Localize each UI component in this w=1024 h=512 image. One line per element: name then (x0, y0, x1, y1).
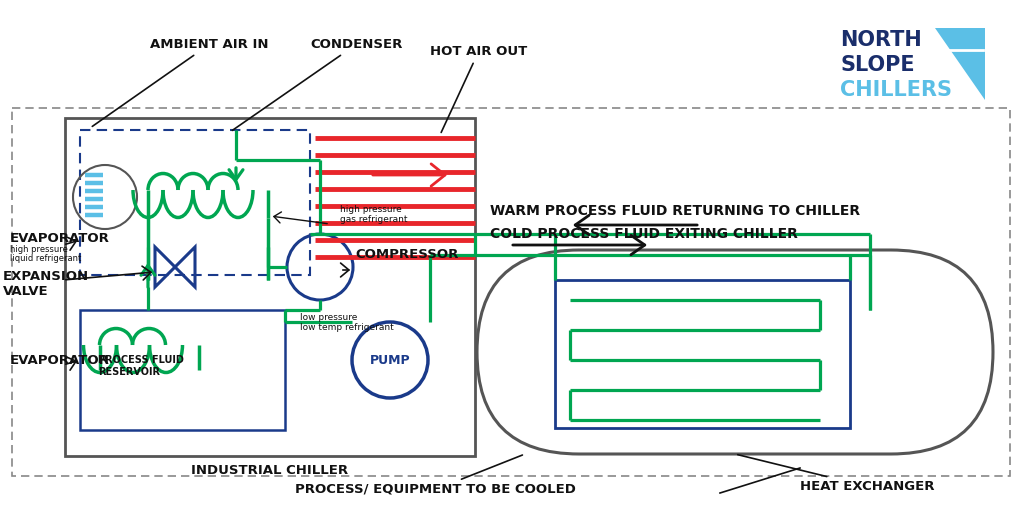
Polygon shape (935, 28, 985, 100)
Bar (12, 108, 1010, 476)
Text: high pressure
gas refrigerant: high pressure gas refrigerant (340, 205, 408, 224)
Text: COLD PROCESS FLUID EXITING CHILLER: COLD PROCESS FLUID EXITING CHILLER (490, 227, 798, 241)
Text: NORTH: NORTH (840, 30, 922, 50)
Text: CHILLERS: CHILLERS (840, 80, 952, 100)
Text: EVAPORATOR: EVAPORATOR (10, 353, 110, 367)
Text: PROCESS FLUID
RESERVOIR: PROCESS FLUID RESERVOIR (98, 355, 184, 377)
Text: AMBIENT AIR IN: AMBIENT AIR IN (92, 38, 268, 126)
Bar (80, 310, 285, 430)
Text: INDUSTRIAL CHILLER: INDUSTRIAL CHILLER (191, 463, 348, 477)
Text: liquid refrigerant: liquid refrigerant (10, 254, 81, 263)
Text: low pressure
low temp refrigerant: low pressure low temp refrigerant (300, 313, 394, 332)
Text: EVAPORATOR: EVAPORATOR (10, 231, 110, 245)
Text: EXPANSION
VALVE: EXPANSION VALVE (3, 270, 89, 298)
Text: CONDENSER: CONDENSER (232, 38, 402, 131)
Bar (65, 118, 475, 456)
Text: HOT AIR OUT: HOT AIR OUT (430, 45, 527, 133)
Text: PUMP: PUMP (370, 353, 411, 367)
Text: PROCESS/ EQUIPMENT TO BE COOLED: PROCESS/ EQUIPMENT TO BE COOLED (295, 455, 575, 496)
Text: WARM PROCESS FLUID RETURNING TO CHILLER: WARM PROCESS FLUID RETURNING TO CHILLER (490, 204, 860, 218)
Text: HEAT EXCHANGER: HEAT EXCHANGER (737, 455, 935, 493)
Bar (80, 130, 310, 275)
Bar (555, 280, 850, 428)
Text: COMPRESSOR: COMPRESSOR (355, 248, 459, 261)
Text: high pressure: high pressure (10, 245, 68, 254)
Text: SLOPE: SLOPE (840, 55, 914, 75)
